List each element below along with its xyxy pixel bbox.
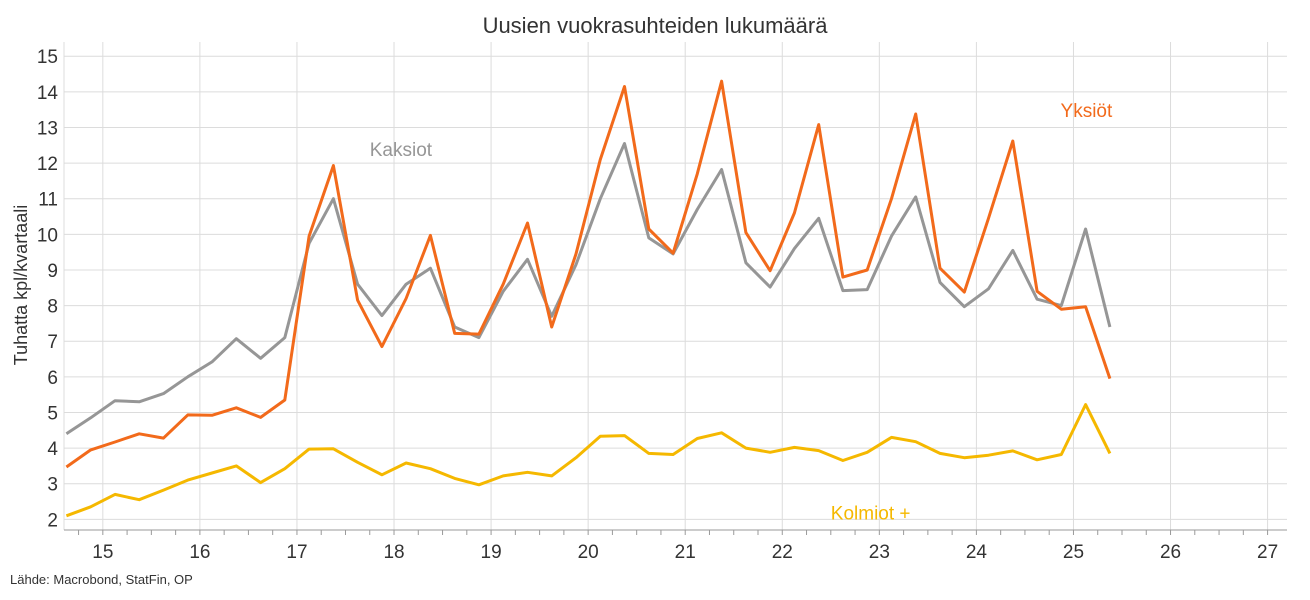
x-tick-label: 24 <box>966 542 988 563</box>
x-tick-label: 16 <box>189 542 210 563</box>
series-line <box>65 403 1112 518</box>
y-tick-label: 3 <box>47 475 58 496</box>
series-line <box>65 79 1112 469</box>
x-axis-ticks: 15 16 17 18 19 20 21 22 23 24 25 26 27 <box>78 530 1278 563</box>
x-tick-label: 18 <box>383 542 404 563</box>
series-line <box>65 142 1112 436</box>
y-axis-ticks: 2 3 4 5 6 7 8 9 10 11 12 13 14 15 <box>37 47 59 531</box>
gridlines <box>63 42 1287 530</box>
x-tick-label: 20 <box>578 542 599 563</box>
y-tick-label: 7 <box>47 332 58 353</box>
y-tick-label: 2 <box>47 510 58 531</box>
y-tick-label: 4 <box>47 439 58 460</box>
x-tick-label: 22 <box>772 542 793 563</box>
x-tick-label: 27 <box>1257 542 1278 563</box>
x-tick-label: 19 <box>481 542 502 563</box>
chart-title: Uusien vuokrasuhteiden lukumäärä <box>483 13 829 38</box>
y-tick-label: 8 <box>47 297 58 318</box>
series-lines <box>65 79 1112 518</box>
y-tick-label: 12 <box>37 154 58 175</box>
x-tick-label: 25 <box>1063 542 1084 563</box>
x-tick-label: 21 <box>675 542 696 563</box>
series-label: Kolmiot + <box>831 503 911 524</box>
y-tick-label: 11 <box>38 190 58 211</box>
y-tick-label: 15 <box>37 47 58 68</box>
series-labels: Kaksiot Yksiöt Kolmiot + <box>370 101 1113 525</box>
y-axis-label: Tuhatta kpl/kvartaali <box>11 205 31 365</box>
y-tick-label: 10 <box>37 225 58 246</box>
x-tick-label: 23 <box>869 542 890 563</box>
series-label: Yksiöt <box>1061 101 1113 122</box>
y-tick-label: 14 <box>37 83 59 104</box>
series-label: Kaksiot <box>370 140 433 161</box>
source-note: Lähde: Macrobond, StatFin, OP <box>10 572 193 587</box>
y-tick-label: 13 <box>37 118 58 139</box>
x-tick-label: 26 <box>1160 542 1181 563</box>
y-tick-label: 9 <box>47 261 58 282</box>
y-tick-label: 6 <box>47 368 58 389</box>
x-tick-label: 15 <box>92 542 113 563</box>
x-tick-label: 17 <box>286 542 307 563</box>
y-tick-label: 5 <box>47 403 58 424</box>
